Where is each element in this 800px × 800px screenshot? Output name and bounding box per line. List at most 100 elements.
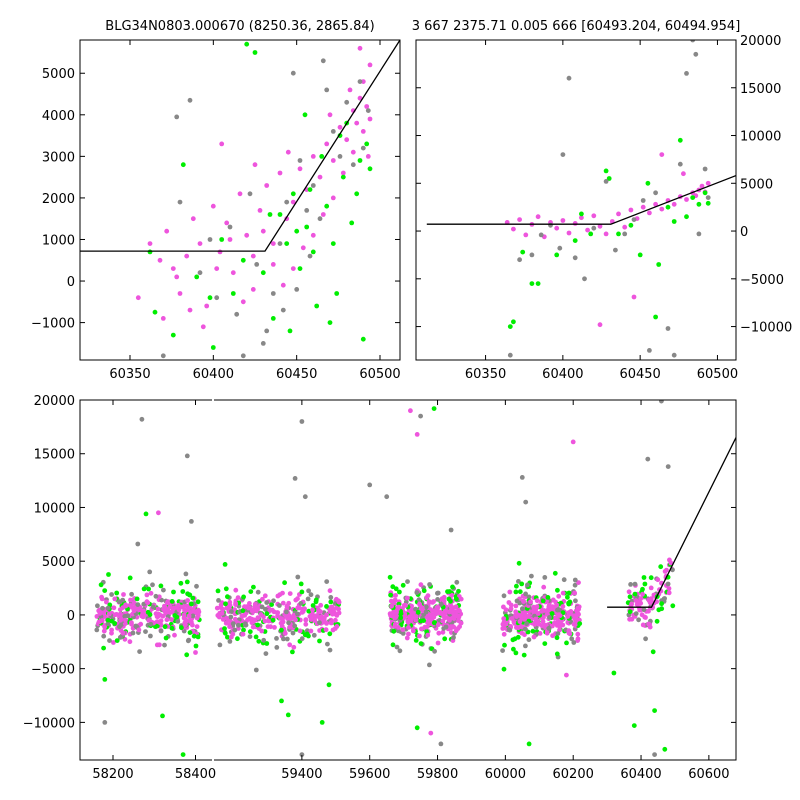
data-point (223, 620, 229, 626)
data-point (134, 596, 140, 602)
data-point (305, 596, 311, 602)
panel-zoom_left: 60350 60400 60450 60500 −1000 0 1000 2000 3000 40… (31, 39, 401, 382)
data-point (628, 582, 633, 587)
data-point (572, 590, 577, 596)
data-point-gray (384, 494, 390, 500)
data-point-magenta (354, 120, 360, 126)
data-point-green (656, 262, 662, 267)
data-point (388, 592, 393, 598)
data-point (552, 570, 558, 576)
data-point-magenta (310, 232, 316, 238)
data-point (453, 604, 459, 610)
y-tick-label: 0 (67, 609, 75, 624)
data-point (227, 599, 233, 605)
data-point (187, 630, 193, 635)
data-point (190, 613, 196, 619)
data-point (640, 622, 646, 628)
data-point-magenta (184, 253, 190, 259)
data-point-magenta (631, 294, 637, 300)
data-point (511, 619, 517, 625)
data-point-gray (613, 247, 618, 253)
data-point-green (631, 723, 637, 728)
data-point (389, 603, 394, 609)
x-tick-label: 60350 (109, 367, 150, 382)
y-tick-label: 0 (740, 225, 748, 240)
y-tick-label: −5000 (31, 663, 75, 678)
data-point (575, 638, 580, 643)
data-point-gray (357, 79, 363, 84)
data-point (415, 609, 421, 615)
data-point-gray (299, 752, 305, 757)
data-point (404, 635, 410, 641)
data-point (287, 591, 293, 596)
data-point (388, 598, 394, 604)
data-point (284, 636, 290, 642)
data-point-green (240, 257, 246, 263)
data-point (327, 647, 333, 653)
data-point-magenta (367, 62, 373, 68)
data-point (552, 620, 557, 626)
data-point (550, 597, 556, 603)
data-point-magenta (628, 207, 634, 213)
data-point (222, 630, 228, 636)
data-point (566, 590, 572, 596)
data-point (398, 615, 404, 621)
data-point-gray (647, 348, 652, 353)
y-tick-label: 4000 (42, 109, 75, 124)
data-point (524, 621, 529, 626)
data-point-gray (247, 191, 253, 197)
data-point (529, 573, 534, 579)
data-point (128, 597, 133, 603)
data-point (640, 591, 645, 597)
data-point (296, 605, 302, 611)
data-point (542, 575, 548, 580)
data-point (516, 579, 521, 584)
data-point (185, 598, 191, 603)
data-point (510, 637, 516, 643)
data-point (413, 606, 418, 612)
data-point (655, 577, 661, 583)
data-point (575, 605, 581, 611)
data-point-green (340, 174, 346, 180)
data-point (441, 594, 447, 600)
data-point (442, 609, 448, 615)
data-point (511, 646, 516, 652)
data-point-magenta (364, 104, 370, 109)
data-point (169, 625, 175, 631)
data-point (426, 616, 431, 622)
data-point (131, 606, 137, 612)
y-tick-label: 20000 (34, 394, 75, 409)
data-point-magenta (300, 245, 306, 251)
data-point (448, 598, 453, 604)
data-point (107, 638, 112, 643)
data-point (546, 626, 552, 631)
data-point (293, 617, 298, 623)
data-point (101, 633, 107, 639)
data-point (140, 612, 146, 618)
data-point-green (367, 166, 373, 172)
data-point (501, 666, 507, 672)
data-point (109, 618, 114, 624)
data-point (557, 624, 563, 630)
data-point (390, 642, 396, 648)
data-point (147, 569, 153, 575)
data-point (230, 621, 236, 627)
data-point-green (277, 212, 283, 217)
data-point-green (645, 180, 651, 186)
data-point-magenta (160, 316, 166, 321)
data-point (519, 630, 525, 636)
data-point-gray (317, 216, 323, 222)
data-point-magenta (237, 191, 243, 197)
data-point-magenta (270, 241, 276, 247)
x-tick-label: 58400 (175, 767, 216, 782)
data-point (156, 611, 162, 617)
data-point-magenta (310, 154, 316, 159)
data-point-gray (557, 245, 563, 251)
data-point (516, 560, 522, 566)
data-point (392, 597, 398, 603)
data-point-gray (640, 198, 646, 203)
data-point-gray (538, 232, 544, 238)
data-point (131, 600, 137, 606)
data-point (440, 629, 446, 635)
title-left: BLG34N0803.000670 (8250.36, 2865.84) (105, 19, 374, 34)
